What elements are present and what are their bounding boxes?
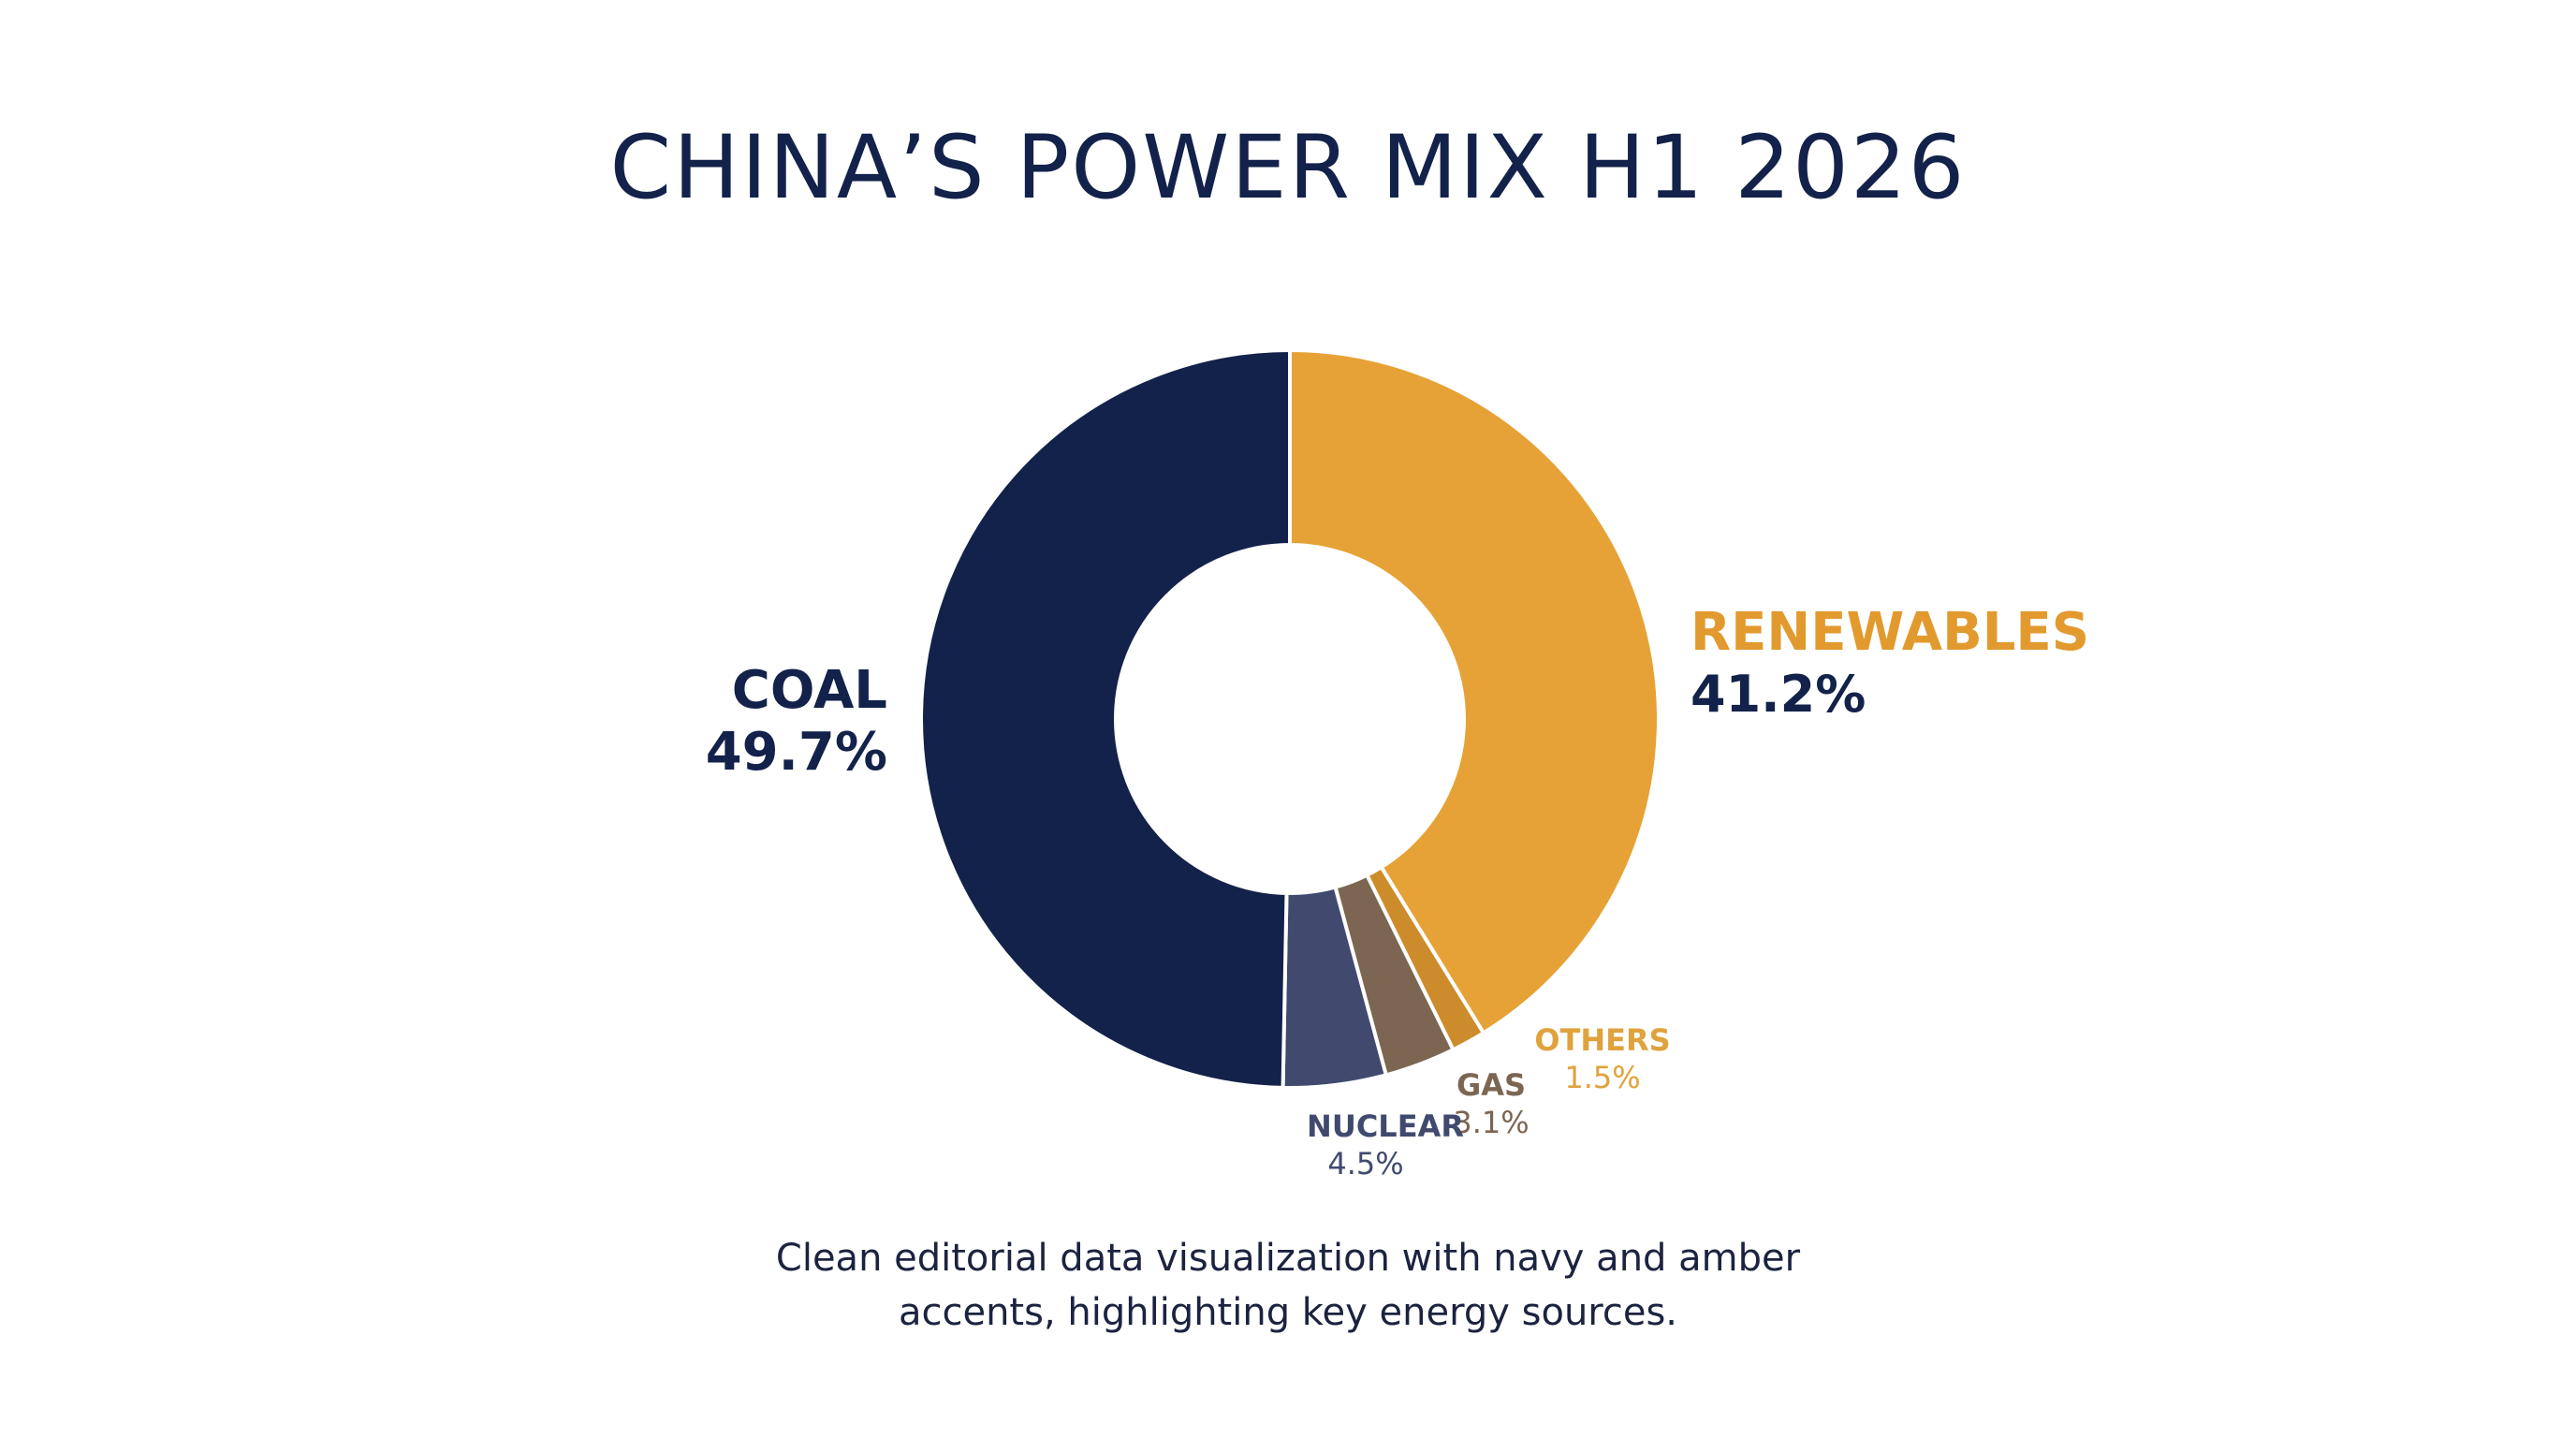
donut-slices <box>919 347 1661 1090</box>
slice-labels: RENEWABLES41.2%OTHERS1.5%GAS3.1%NUCLEAR4… <box>706 602 2089 1181</box>
chart-title: CHINA’S POWER MIX H1 2026 <box>609 117 1967 219</box>
label-value-others: 1.5% <box>1564 1060 1640 1095</box>
caption-line-1: Clean editorial data visualization with … <box>775 1237 1801 1280</box>
slice-renewables <box>1288 347 1661 1036</box>
label-name-gas: GAS <box>1456 1067 1526 1103</box>
caption-line-2: accents, highlighting key energy sources… <box>898 1291 1678 1334</box>
label-value-nuclear: 4.5% <box>1327 1146 1403 1181</box>
label-value-renewables: 41.2% <box>1690 665 1866 724</box>
label-name-nuclear: NUCLEAR <box>1307 1108 1464 1144</box>
label-name-coal: COAL <box>732 660 887 721</box>
slice-coal <box>919 347 1292 1090</box>
label-value-gas: 3.1% <box>1453 1105 1529 1140</box>
label-name-others: OTHERS <box>1534 1022 1670 1058</box>
chart-caption: Clean editorial data visualization with … <box>0 1231 2576 1340</box>
label-value-coal: 49.7% <box>706 722 887 783</box>
label-name-renewables: RENEWABLES <box>1690 602 2089 663</box>
